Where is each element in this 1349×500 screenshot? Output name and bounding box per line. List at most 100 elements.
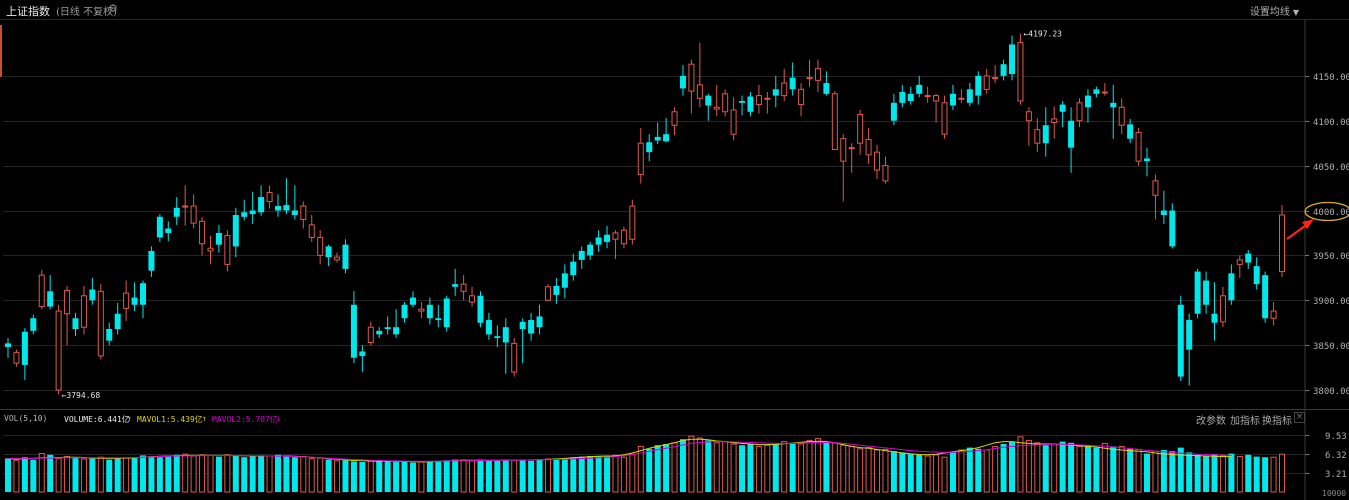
candle-body-up xyxy=(713,106,720,110)
volume-bar-down xyxy=(890,451,897,492)
volume-bar-up xyxy=(848,445,855,493)
candle-body-up xyxy=(1219,295,1226,323)
up-arrow-icon: ↑ xyxy=(202,414,207,423)
volume-bar-down xyxy=(1186,452,1193,492)
volume-bar-down xyxy=(663,444,670,492)
candle-body-up xyxy=(511,342,518,373)
volume-bar-up xyxy=(798,443,805,493)
volume-bar-up xyxy=(317,457,324,493)
volume-bar-up xyxy=(831,442,838,493)
volume-bar-down xyxy=(1211,454,1218,492)
candle-body-up xyxy=(367,326,374,343)
candle-body-down xyxy=(89,289,96,301)
volume-bar-down xyxy=(426,461,433,492)
volume-bar-down xyxy=(409,462,416,492)
candle-body-up xyxy=(848,147,855,150)
candle-body-down xyxy=(823,83,830,94)
candle-body-down xyxy=(789,77,796,90)
volume-bar-up xyxy=(781,441,788,493)
red-arrow-head xyxy=(1302,219,1314,229)
volume-bar-down xyxy=(89,458,96,492)
volume-bar-up xyxy=(38,453,45,493)
volume-bar-down xyxy=(587,456,594,492)
candle-body-down xyxy=(291,210,298,215)
volume-bar-down xyxy=(519,459,526,492)
volume-bar-up xyxy=(460,459,467,493)
candle-body-down xyxy=(258,197,265,213)
candle-body-down xyxy=(949,93,956,106)
candle-body-down xyxy=(452,284,459,287)
switch-indicator-button[interactable]: 换指标 xyxy=(1262,416,1292,427)
edit-params-button[interactable]: 改参数 xyxy=(1196,416,1226,427)
candle-body-down xyxy=(519,321,526,330)
candle-body-down xyxy=(772,89,779,96)
add-indicator-button[interactable]: 加指标 xyxy=(1230,416,1260,427)
volume-bar-down xyxy=(173,454,180,492)
volume-bar-up xyxy=(806,439,813,493)
volume-bar-down xyxy=(477,459,484,492)
price-tick-label: 3800.00 xyxy=(1313,387,1349,397)
volume-bar-down xyxy=(5,458,11,492)
candle-body-down xyxy=(274,206,281,211)
volume-bar-up xyxy=(308,457,315,493)
candle-body-down xyxy=(30,318,37,331)
volume-bar-up xyxy=(418,461,425,493)
gear-icon[interactable]: ⚙ xyxy=(108,2,118,15)
candle-body-up xyxy=(1279,214,1285,273)
candle-body-down xyxy=(1110,102,1117,108)
volume-bar-down xyxy=(435,460,442,492)
volume-bar-down xyxy=(1203,456,1210,492)
candle-body-down xyxy=(1059,104,1066,112)
candle-body-down xyxy=(663,134,670,142)
candle-body-down xyxy=(1186,320,1193,350)
volume-bar-up xyxy=(755,445,762,493)
volume-bar-down xyxy=(359,462,366,492)
candle-body-up xyxy=(814,68,821,81)
volume-bar-down xyxy=(494,460,501,492)
candle-body-up xyxy=(730,109,737,135)
volume-bar-up xyxy=(933,454,940,493)
volume-bar-up xyxy=(882,448,889,493)
volume-bar-down xyxy=(1127,448,1134,492)
volume-bar-down xyxy=(553,458,560,492)
ma-setting-button[interactable]: 设置均线 ▼ xyxy=(1250,3,1299,18)
volume-bar-down xyxy=(443,460,450,492)
candle-body-down xyxy=(916,84,923,94)
volume-bar-up xyxy=(924,455,931,493)
candle-body-up xyxy=(865,139,872,156)
candle-body-up xyxy=(13,351,20,364)
candle-body-down xyxy=(131,297,138,305)
volume-bar-up xyxy=(958,449,965,493)
volume-bar-down xyxy=(384,461,391,492)
volume-bar-up xyxy=(367,460,374,493)
candle-body-down xyxy=(1194,271,1201,314)
volume-bar-down xyxy=(291,457,298,492)
volume-bar-down xyxy=(604,456,611,492)
candle-body-down xyxy=(165,228,172,233)
volume-bar-up xyxy=(1025,439,1032,493)
volume-bar-down xyxy=(241,457,248,492)
volume-bar-down xyxy=(536,459,543,492)
price-tick-label: 3950.00 xyxy=(1313,252,1349,262)
volume-bar-down xyxy=(393,462,400,492)
volume-bar-down xyxy=(1245,454,1252,492)
candle-body-down xyxy=(393,327,400,335)
candle-body-up xyxy=(696,84,703,99)
candle-body-up xyxy=(460,283,467,292)
candle-body-up xyxy=(300,205,307,220)
candle-body-down xyxy=(899,92,906,103)
volume-bar-up xyxy=(190,455,197,493)
candle-body-up xyxy=(924,95,931,98)
volume-bar-up xyxy=(13,459,20,493)
candle-body-down xyxy=(1127,124,1134,139)
candle-body-up xyxy=(958,97,965,100)
volume-bar-up xyxy=(612,454,619,493)
candle-body-up xyxy=(308,224,315,238)
close-icon[interactable]: × xyxy=(1294,412,1305,423)
volume-bar-up xyxy=(992,445,999,493)
volume-bar-down xyxy=(578,456,585,492)
candle-body-up xyxy=(266,192,273,203)
candle-body-down xyxy=(1042,125,1049,144)
candle-body-down xyxy=(1253,266,1260,285)
